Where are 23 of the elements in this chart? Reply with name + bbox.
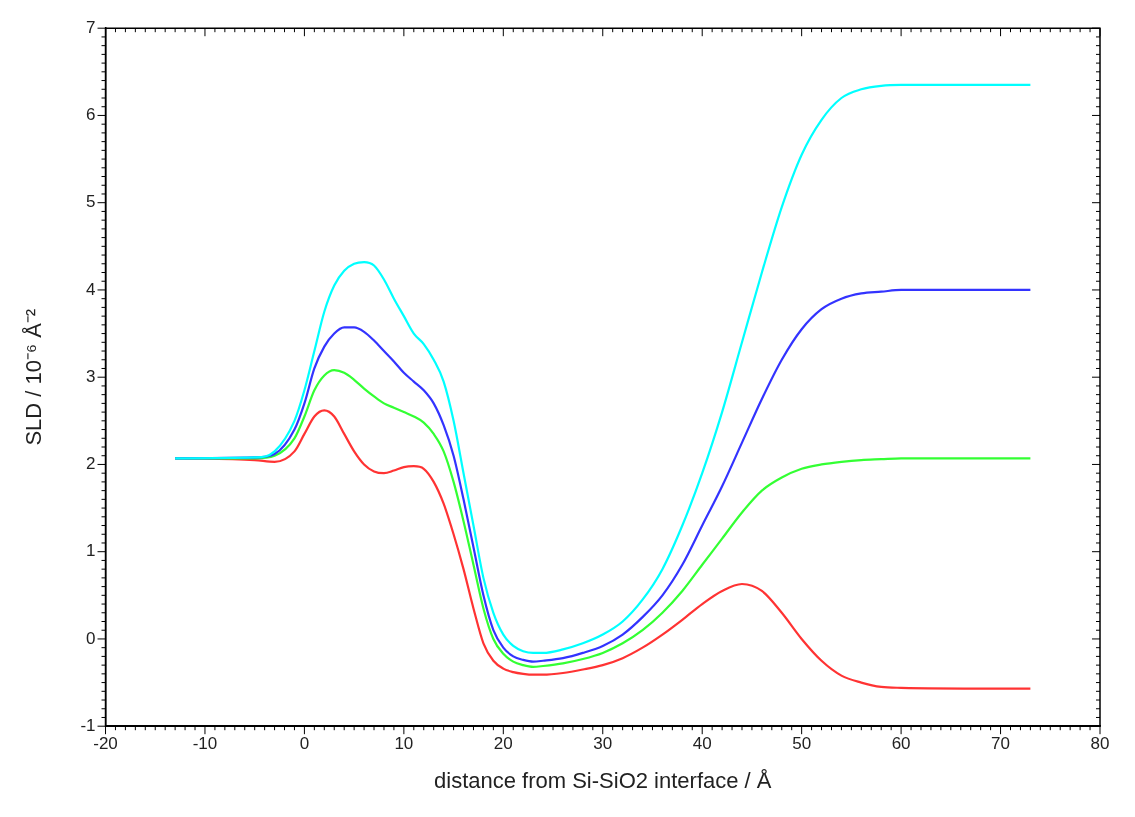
- line-series: [174, 83, 1032, 655]
- y-tick-label: 6: [86, 105, 96, 125]
- x-tick-label: 10: [394, 734, 414, 754]
- y-tick-label: 1: [86, 541, 96, 561]
- x-tick-label: 60: [891, 734, 911, 754]
- x-tick-label: -10: [192, 734, 218, 754]
- y-tick-label: 4: [86, 279, 96, 299]
- x-tick-label: 80: [1090, 734, 1110, 754]
- y-tick-label: 5: [86, 192, 96, 212]
- x-tick-label: 50: [792, 734, 812, 754]
- x-tick-label: 30: [593, 734, 613, 754]
- x-tick-label: 20: [493, 734, 513, 754]
- x-tick-label: -20: [93, 734, 118, 754]
- y-tick-label: 3: [86, 366, 96, 386]
- x-axis-title: distance from Si-SiO2 interface / Å: [434, 767, 772, 793]
- x-tick-label: 70: [991, 734, 1011, 754]
- x-tick-label: 40: [692, 734, 712, 754]
- y-tick-label: 2: [86, 454, 96, 474]
- y-tick-label: -1: [80, 715, 96, 735]
- y-tick-label: 7: [86, 17, 96, 37]
- y-axis-title: SLD / 10⁻⁶ Å⁻²: [21, 308, 47, 446]
- x-tick-label: 0: [299, 734, 310, 754]
- y-tick-label: 0: [86, 628, 96, 648]
